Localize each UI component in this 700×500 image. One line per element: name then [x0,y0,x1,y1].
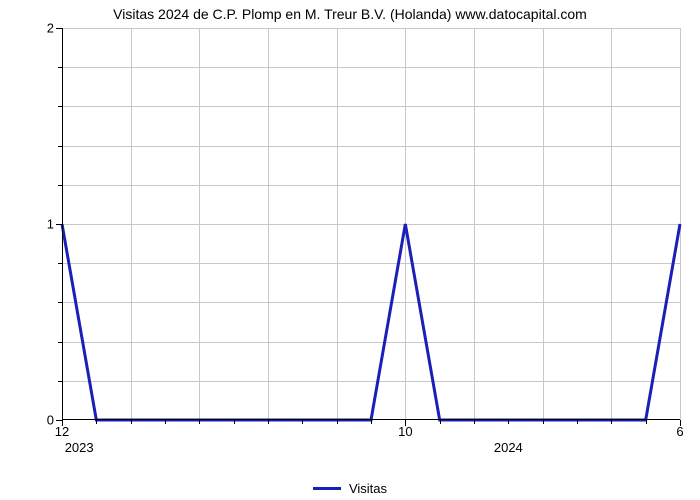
y-minor-tick [58,302,62,303]
legend-label: Visitas [349,481,387,496]
y-tick [56,224,62,225]
plot-area: 012 12106 20232024 [62,28,680,420]
x-minor-tick [131,420,132,424]
y-tick [56,28,62,29]
y-minor-tick [58,381,62,382]
x-year-label: 2024 [494,440,523,455]
chart-title: Visitas 2024 de C.P. Plomp en M. Treur B… [0,6,700,22]
y-minor-tick [58,263,62,264]
x-minor-tick [371,420,372,424]
x-minor-tick [302,420,303,424]
x-minor-tick [646,420,647,424]
y-minor-tick [58,146,62,147]
grid-v [680,28,681,420]
x-minor-tick [508,420,509,424]
x-minor-tick [199,420,200,424]
x-year-label: 2023 [65,440,94,455]
y-minor-tick [58,342,62,343]
y-tick-label: 2 [47,21,54,36]
x-minor-tick [234,420,235,424]
x-minor-tick [474,420,475,424]
x-minor-tick [440,420,441,424]
legend-swatch [313,487,341,490]
y-minor-tick [58,185,62,186]
y-minor-tick [58,67,62,68]
x-minor-tick [611,420,612,424]
x-tick-label: 6 [676,424,683,439]
x-minor-tick [96,420,97,424]
x-minor-tick [543,420,544,424]
legend: Visitas [0,478,700,496]
y-minor-tick [58,106,62,107]
x-minor-tick [165,420,166,424]
x-tick-label: 12 [55,424,69,439]
x-minor-tick [577,420,578,424]
chart-stage: Visitas 2024 de C.P. Plomp en M. Treur B… [0,0,700,500]
x-minor-tick [337,420,338,424]
legend-item-visitas: Visitas [313,481,387,496]
line-series [62,28,680,420]
x-tick-label: 10 [398,424,412,439]
series-polyline [62,224,680,420]
y-tick-label: 1 [47,217,54,232]
y-tick-label: 0 [47,413,54,428]
x-minor-tick [268,420,269,424]
